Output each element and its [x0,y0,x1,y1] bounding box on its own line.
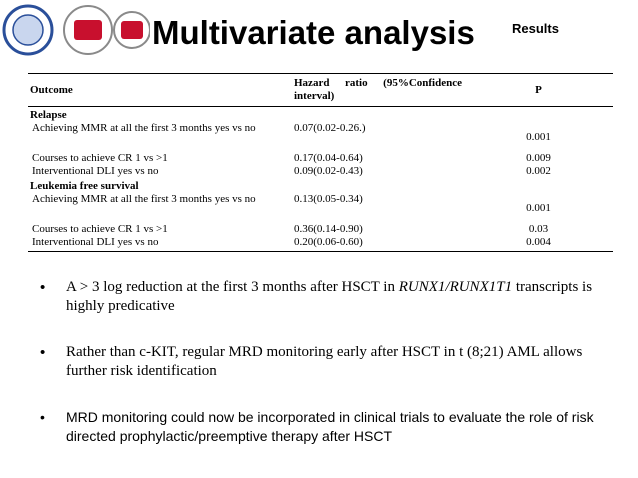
hazard-ratio-cell: 0.09(0.02-0.43) [294,165,363,177]
logo-hematology-1-mark [74,20,102,40]
group-label: Relapse [30,109,67,121]
hazard-ratio-cell: 0.13(0.05-0.34) [294,193,363,205]
group-row: Relapse [28,107,613,123]
gene-name: RUNX1/RUNX1T1 [398,279,513,295]
logo-university-inner [12,14,44,46]
table-body: Relapse Achieving MMR at all the first 3 … [28,107,613,252]
hazard-ratio-cell: 0.36(0.14-0.90) [294,223,363,235]
data-row: Courses to achieve CR 1 vs >1 0.36(0.14-0… [28,223,613,236]
group-label: Leukemia free survival [30,180,139,192]
logo-hematology-2-mark [121,21,143,39]
column-header: P [464,73,613,107]
bullet-text: A > 3 log reduction at the first 3 month… [66,279,399,295]
bullet: Rather than c-KIT, regular MRD monitorin… [40,343,620,381]
data-row: Achieving MMR at all the first 3 months … [28,193,613,223]
column-header: Outcome [28,73,292,107]
p-value-cell: 0.001 [526,130,551,143]
outcome-cell: Courses to achieve CR 1 vs >1 [32,152,168,164]
p-value-cell: 0.03 [528,223,549,235]
outcome-cell: Achieving MMR at all the first 3 months … [32,122,256,134]
bullet-list: A > 3 log reduction at the first 3 month… [40,278,620,473]
bullet-text: transcripts is highly predicative [66,279,593,314]
logos [2,4,150,56]
data-row: Courses to achieve CR 1 vs >1 0.17(0.04-0… [28,152,613,165]
hazard-ratio-cell: 0.20(0.06-0.60) [292,236,464,252]
hazard-ratio-cell: 0.17(0.04-0.64) [294,152,363,164]
title: Multivariate analysis [152,14,475,51]
hazard-ratio-cell: 0.07(0.02-0.26.) [294,122,366,134]
p-value-cell: 0.009 [526,152,551,164]
outcome-cell: Interventional DLI yes vs no [32,165,159,177]
group-row: Leukemia free survival [28,178,613,193]
column-header: Hazard ratio (95%Confidence interval) [292,73,464,107]
section-label: Results [512,21,559,36]
outcome-cell: Achieving MMR at all the first 3 months … [32,193,256,205]
bullet: MRD monitoring could now be incorporated… [40,408,620,446]
data-row: Interventional DLI yes vs no 0.09(0.02-0.… [28,165,613,178]
data-row: Achieving MMR at all the first 3 months … [28,122,613,152]
p-value-cell: 0.004 [464,236,613,252]
p-value-cell: 0.002 [526,165,551,177]
results-table: Outcome Hazard ratio (95%Confidence inter… [28,73,613,252]
bullet: A > 3 log reduction at the first 3 month… [40,278,620,316]
header-row: Outcome Hazard ratio (95%Confidence inter… [28,73,613,107]
outcome-cell: Interventional DLI yes vs no [28,236,292,252]
data-row: Interventional DLI yes vs no 0.20(0.06-0.… [28,236,613,252]
bullet-text: Rather than c-KIT, regular MRD monitorin… [66,344,583,379]
bullet-text: MRD monitoring could now be incorporated… [66,409,594,444]
outcome-cell: Courses to achieve CR 1 vs >1 [32,223,168,235]
p-value-cell: 0.001 [526,201,551,214]
